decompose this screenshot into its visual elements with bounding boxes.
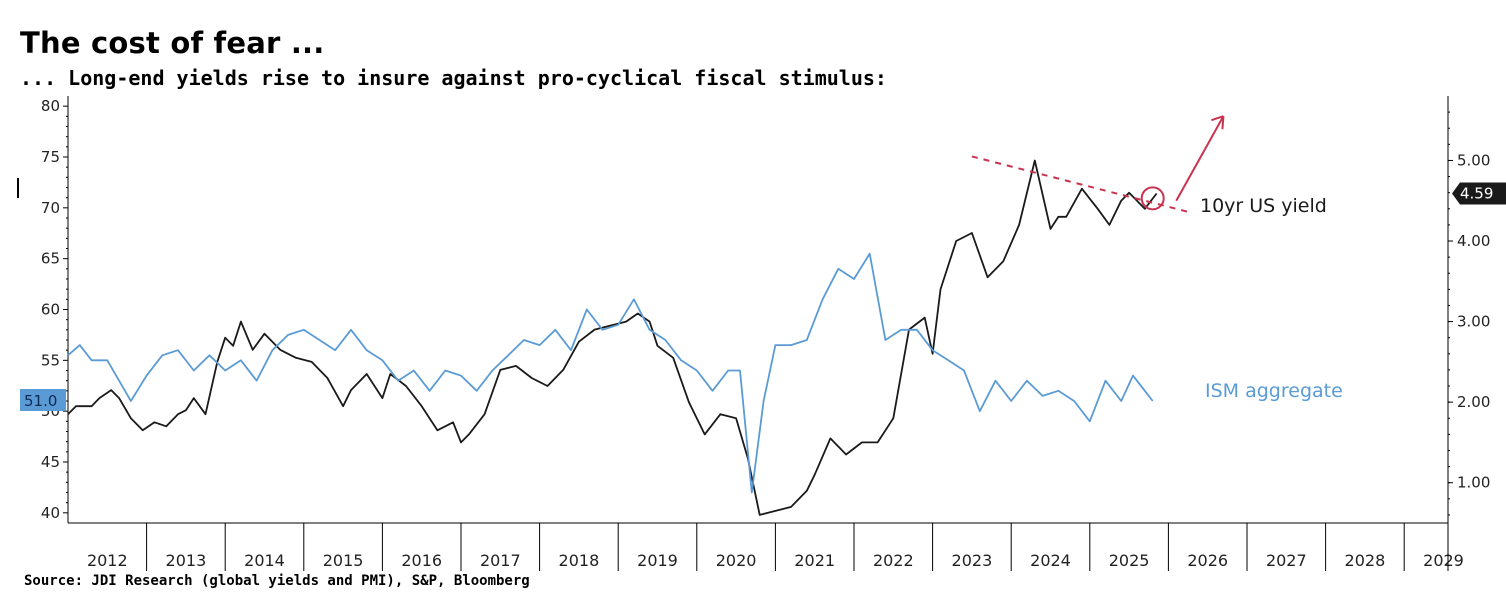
left-last-value-text: 51.0 bbox=[24, 392, 57, 410]
x-tick-label: 2023 bbox=[952, 551, 993, 570]
left-tick-label: 55 bbox=[41, 351, 60, 369]
series-line-ism-aggregate bbox=[67, 252, 1154, 494]
yield-series-label: 10yr US yield bbox=[1200, 195, 1327, 217]
ism-series-label: ISM aggregate bbox=[1205, 380, 1343, 402]
right-tick-label: 5.00 bbox=[1457, 151, 1490, 169]
left-tick-label: 40 bbox=[41, 504, 60, 522]
chart-subtitle: ... Long-end yields rise to insure again… bbox=[20, 66, 887, 90]
x-tick-label: 2022 bbox=[873, 551, 914, 570]
x-tick-label: 2012 bbox=[87, 551, 128, 570]
left-tick-label: 70 bbox=[41, 199, 60, 217]
x-tick-label: 2028 bbox=[1345, 551, 1386, 570]
x-tick-label: 2026 bbox=[1187, 551, 1228, 570]
right-last-value-badge bbox=[1452, 182, 1506, 205]
x-tick-label: 2016 bbox=[401, 551, 442, 570]
series-layer bbox=[67, 159, 1158, 516]
x-tick-label: 2013 bbox=[166, 551, 207, 570]
left-tick-label: 75 bbox=[41, 148, 60, 166]
right-tick-label: 4.00 bbox=[1457, 232, 1490, 250]
right-last-value-text: 4.59 bbox=[1460, 184, 1493, 202]
annotation-layer: 51.0 4.59 10yr US yield ISM aggregate bbox=[17, 115, 1506, 411]
x-tick-label: 2017 bbox=[480, 551, 521, 570]
right-tick-label: 2.00 bbox=[1457, 393, 1490, 411]
right-tick-label: 3.00 bbox=[1457, 313, 1490, 331]
x-tick-label: 2021 bbox=[794, 551, 835, 570]
x-tick-label: 2029 bbox=[1423, 551, 1464, 570]
x-tick-label: 2020 bbox=[716, 551, 757, 570]
trendline-dashed bbox=[971, 155, 1193, 214]
x-tick-label: 2015 bbox=[323, 551, 364, 570]
right-tick-label: 1.00 bbox=[1457, 474, 1490, 492]
x-tick-label: 2027 bbox=[1266, 551, 1307, 570]
x-tick-label: 2019 bbox=[637, 551, 678, 570]
left-tick-label: 60 bbox=[41, 301, 60, 319]
left-tick-label: 45 bbox=[41, 453, 60, 471]
x-tick-label: 2018 bbox=[559, 551, 600, 570]
x-tick-label: 2014 bbox=[244, 551, 285, 570]
x-tick-label: 2024 bbox=[1030, 551, 1071, 570]
left-last-value-badge bbox=[20, 389, 66, 411]
x-tick-label: 2025 bbox=[1109, 551, 1150, 570]
up-arrow-line bbox=[1175, 115, 1225, 202]
axes-layer: 4045505560657075801.002.003.004.005.0020… bbox=[41, 96, 1490, 571]
source-note: Source: JDI Research (global yields and … bbox=[24, 573, 530, 589]
up-arrow-head bbox=[1211, 115, 1225, 130]
breakout-circle bbox=[1140, 186, 1165, 211]
chart-title: The cost of fear ... bbox=[20, 26, 325, 60]
series-line-10yr-us-yield bbox=[67, 159, 1158, 516]
left-tick-label: 80 bbox=[41, 97, 60, 115]
left-tick-label: 65 bbox=[41, 250, 60, 268]
